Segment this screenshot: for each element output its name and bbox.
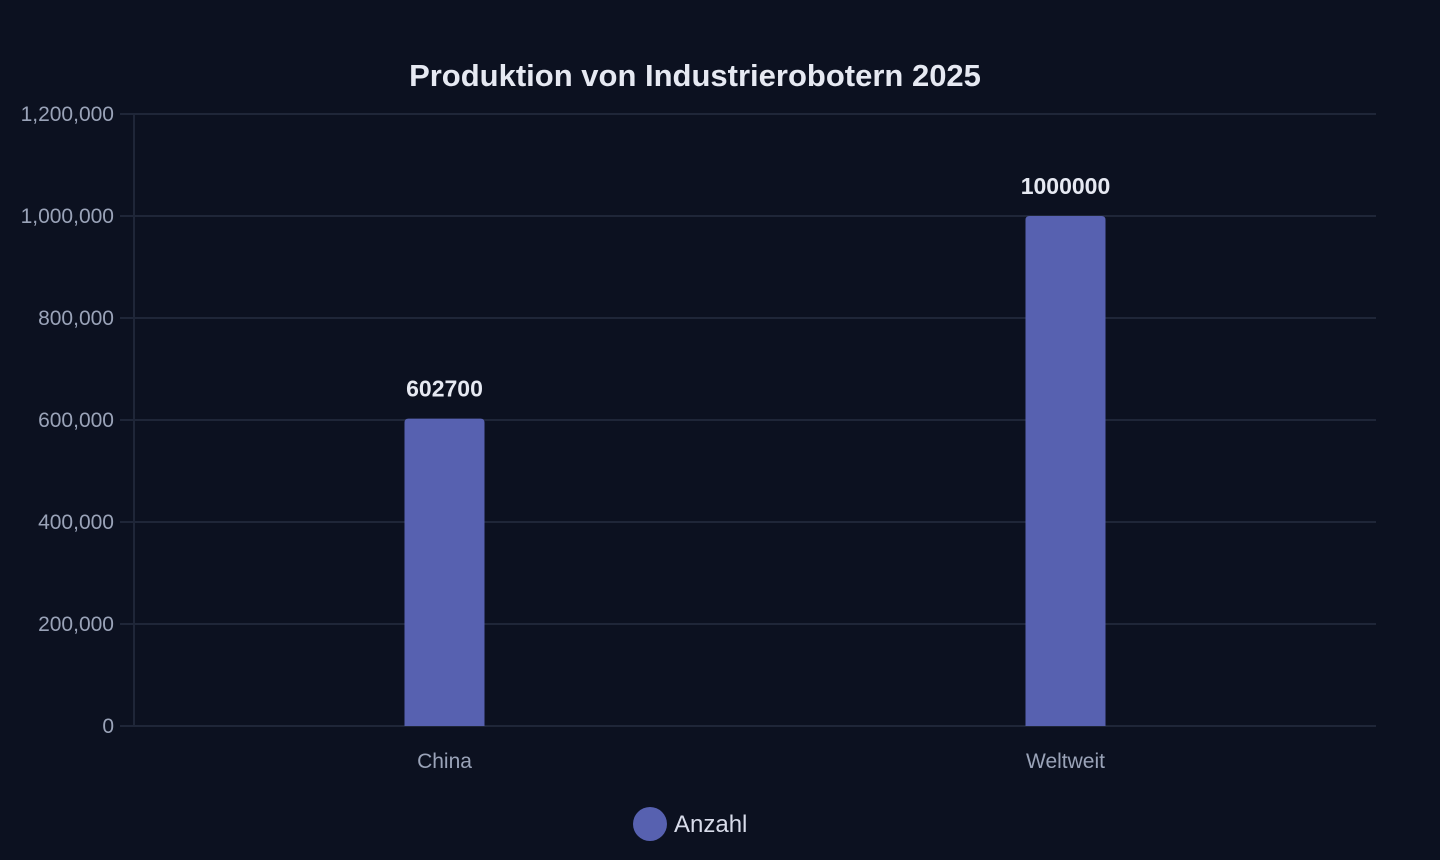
x-tick-label-china: China [417,750,472,773]
y-tick-label: 800,000 [38,307,114,330]
y-tick-label: 600,000 [38,409,114,432]
chart-title: Produktion von Industrierobotern 2025 [409,58,981,93]
legend-swatch-anzahl[interactable] [633,807,667,841]
bar-weltweit[interactable] [1025,216,1106,726]
legend-label-anzahl[interactable]: Anzahl [674,811,747,838]
legend[interactable]: Anzahl [633,807,747,841]
gridlines [120,113,1376,727]
y-tick-label: 200,000 [38,613,114,636]
y-tick-label: 1,000,000 [21,205,114,228]
data-label-china: 602700 [406,376,483,402]
x-axis-ticks: China Weltweit [417,750,1105,773]
bars [404,216,1106,726]
bar-china[interactable] [404,418,485,726]
x-tick-label-weltweit: Weltweit [1026,750,1105,773]
y-tick-label: 0 [102,715,114,738]
data-labels: 602700 1000000 [406,173,1110,402]
y-axis-ticks: 0 200,000 400,000 600,000 800,000 1,000,000 1,… [21,103,114,738]
data-label-weltweit: 1000000 [1021,173,1111,199]
y-tick-label: 400,000 [38,511,114,534]
y-tick-label: 1,200,000 [21,103,114,126]
